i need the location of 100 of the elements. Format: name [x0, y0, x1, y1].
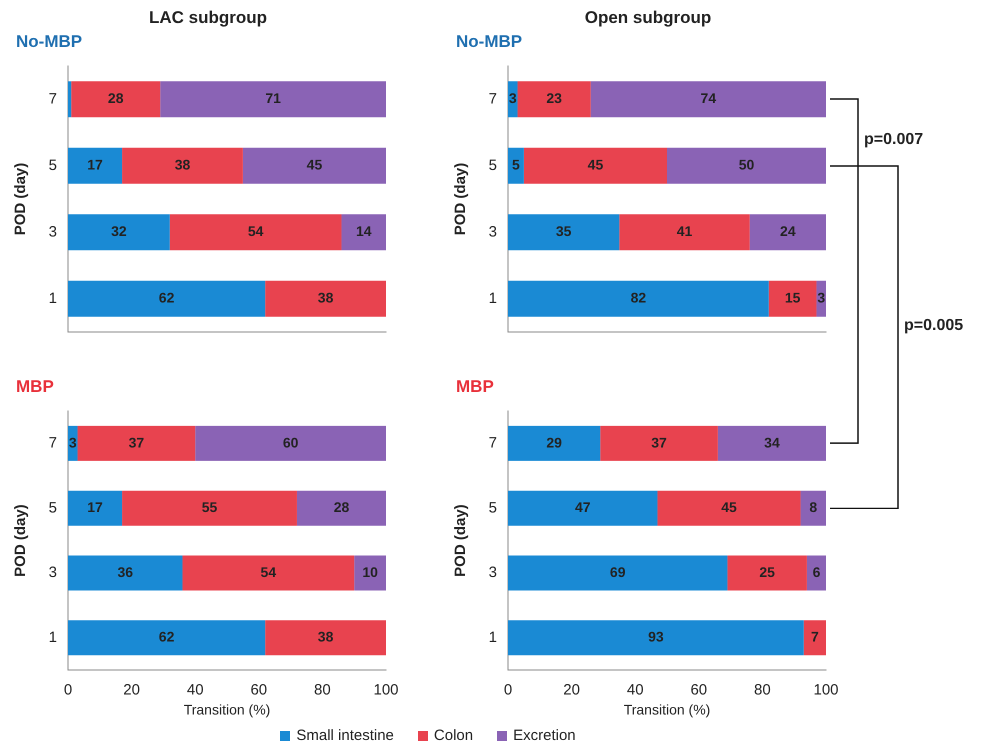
data-label: 23	[546, 90, 562, 106]
legend-label: Colon	[434, 727, 474, 744]
bar	[667, 148, 826, 184]
data-label: 14	[356, 223, 372, 240]
y-tick-label: 5	[48, 499, 57, 516]
chart-subtitle: No-MBP	[455, 32, 524, 53]
chart-title: LAC subgroup	[148, 8, 268, 27]
bar	[182, 556, 354, 590]
bar	[718, 426, 826, 461]
x-tick-label: 100	[813, 681, 839, 698]
data-label: 3	[68, 434, 77, 450]
bar	[657, 490, 801, 526]
bar	[341, 214, 386, 250]
data-label: 8	[809, 499, 818, 516]
x-tick-label: 40	[186, 681, 204, 698]
chart-subtitle: MBP	[455, 377, 495, 398]
data-label: 47	[574, 499, 591, 516]
data-label: 62	[158, 628, 175, 645]
x-tick-label: 80	[754, 681, 771, 698]
y-axis-title: POD (day)	[452, 162, 470, 236]
y-tick-label: 3	[48, 223, 57, 240]
data-label: 45	[588, 156, 604, 173]
bar	[122, 490, 297, 526]
data-label: 74	[700, 90, 716, 106]
y-tick-label: 7	[488, 434, 497, 452]
x-tick-label: 60	[250, 681, 268, 698]
x-tick-label: 40	[626, 681, 644, 698]
bar	[524, 148, 667, 184]
y-tick-label: 7	[48, 434, 57, 452]
bar	[122, 148, 243, 184]
y-axis-title: POD (day)	[452, 504, 470, 577]
bar	[518, 81, 591, 118]
bar	[806, 556, 826, 590]
chart-subtitle: No-MBP	[15, 32, 84, 53]
bar	[170, 214, 342, 250]
x-axis-title: Transition (%)	[624, 701, 710, 718]
bar	[508, 214, 620, 250]
data-label: 45	[306, 156, 322, 173]
data-label: 54	[248, 223, 264, 240]
bar	[508, 620, 804, 656]
y-tick-label: 1	[488, 628, 497, 646]
bar	[508, 148, 524, 184]
data-label: 50	[738, 156, 754, 173]
bar	[265, 280, 386, 317]
x-tick-label: 100	[373, 681, 399, 698]
bar	[68, 148, 122, 184]
data-label: 38	[174, 156, 190, 173]
bar	[804, 620, 826, 656]
x-tick-label: 60	[690, 681, 708, 698]
data-label: 3	[508, 90, 517, 106]
bar	[508, 426, 600, 461]
x-tick-label: 20	[563, 681, 580, 698]
y-tick-label: 5	[488, 156, 497, 174]
x-tick-label: 80	[314, 681, 331, 698]
x-tick-label: 0	[504, 681, 512, 698]
bar	[508, 490, 658, 526]
data-label: 82	[630, 290, 646, 306]
bar	[619, 214, 750, 250]
bar	[508, 280, 769, 317]
bar	[160, 81, 386, 118]
bar	[195, 426, 386, 461]
y-axis-title: POD (day)	[12, 504, 30, 577]
text: p=0.007	[864, 131, 924, 150]
chart-subtitle: MBP	[15, 377, 55, 398]
data-label: 29	[546, 434, 562, 450]
y-tick-label: 3	[488, 223, 497, 240]
data-label: 35	[556, 223, 572, 240]
bar	[590, 81, 826, 118]
data-label: 5	[512, 156, 520, 173]
text: p=0.005	[904, 316, 964, 335]
bar	[242, 148, 386, 184]
legend-label: Excretion	[513, 727, 576, 744]
bar	[78, 426, 196, 461]
x-tick-label: 20	[123, 681, 140, 698]
bar	[750, 214, 826, 250]
data-label: 71	[265, 90, 282, 106]
bar	[727, 556, 807, 590]
bar	[296, 490, 386, 526]
bar	[508, 556, 728, 590]
bar	[768, 280, 816, 317]
y-tick-label: 1	[48, 290, 57, 307]
bar	[800, 490, 826, 526]
data-label: 54	[260, 564, 276, 580]
data-label: 24	[780, 223, 796, 240]
y-axis-title: POD (day)	[12, 162, 30, 236]
x-tick-label: 0	[64, 681, 72, 698]
data-label: 3	[817, 290, 826, 306]
bar	[265, 620, 386, 656]
data-label: 32	[111, 223, 127, 240]
data-label: 28	[108, 90, 124, 106]
y-tick-label: 7	[48, 90, 57, 108]
y-tick-label: 1	[488, 290, 497, 307]
y-tick-label: 7	[488, 90, 497, 108]
bar	[600, 426, 718, 461]
bar	[68, 280, 266, 317]
data-label: 38	[318, 628, 334, 645]
data-label: 93	[648, 628, 664, 645]
data-label: 28	[334, 499, 350, 516]
data-label: 34	[764, 434, 780, 450]
y-tick-label: 5	[488, 499, 497, 516]
